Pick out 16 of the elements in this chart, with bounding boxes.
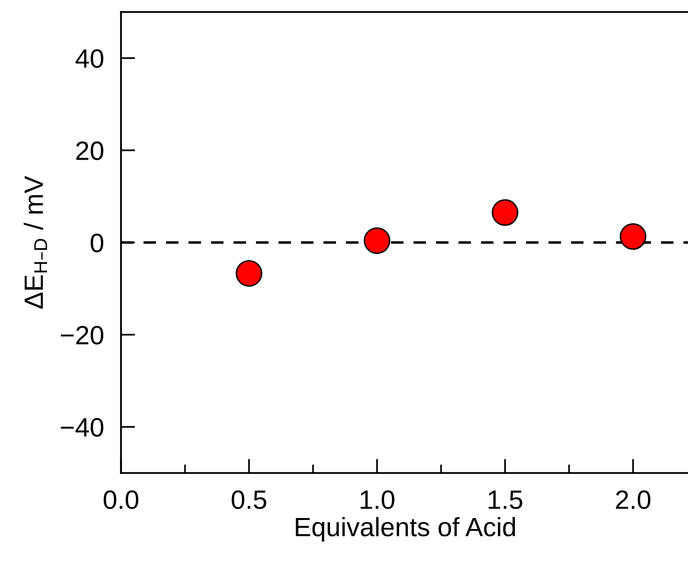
y-tick-label: −40 bbox=[60, 418, 104, 437]
point bbox=[364, 227, 390, 254]
x-tick-label: 0.0 bbox=[104, 490, 138, 510]
point bbox=[620, 223, 646, 250]
y-tick-label: 20 bbox=[76, 141, 104, 160]
y-tick-label: 40 bbox=[76, 49, 104, 68]
x-tick-label: 0.5 bbox=[232, 490, 266, 510]
x-tick-label: 1.5 bbox=[488, 490, 522, 510]
x-tick-label: 1.0 bbox=[360, 490, 394, 510]
x-tick-label: 2.0 bbox=[616, 490, 650, 510]
point bbox=[492, 199, 518, 226]
point bbox=[236, 260, 262, 287]
y-tick-label: −20 bbox=[60, 326, 104, 345]
y-tick-label: 0 bbox=[90, 234, 104, 252]
y-axis-title: ΔE$_{H–D}$ / mV bbox=[24, 176, 48, 309]
x-axis-title: Equivalents of Acid bbox=[296, 517, 515, 542]
